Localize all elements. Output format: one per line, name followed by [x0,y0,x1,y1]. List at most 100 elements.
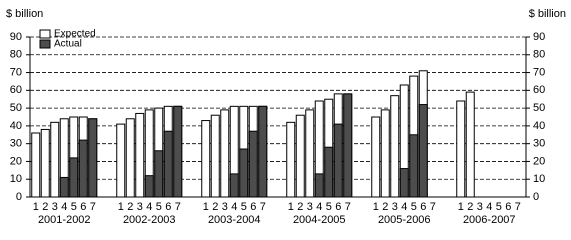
y-tick-label: 80 [10,49,22,61]
x-tick-label: 4 [401,201,407,213]
bar [456,100,466,198]
x-tick-label: 6 [250,201,256,213]
group-label: 2002-2003 [123,214,176,226]
bar [201,120,211,198]
bar [465,91,475,198]
x-tick-label: 7 [430,201,436,213]
x-tick-label: 6 [335,201,341,213]
x-tick-label: 1 [33,201,39,213]
bar [248,130,258,198]
x-tick-label: 4 [146,201,152,213]
y-tick-label: 10 [10,173,22,185]
x-tick-label: 1 [458,201,464,213]
bar [314,173,324,198]
x-tick-label: 2 [467,201,473,213]
group-label: 2003-2004 [208,214,261,226]
legend-label: Actual [54,39,82,50]
bar [116,123,126,198]
x-tick-label: 5 [326,201,332,213]
x-tick-label: 2 [212,201,218,213]
x-tick-label: 5 [496,201,502,213]
y-tick-label: 20 [10,155,22,167]
x-tick-label: 4 [486,201,492,213]
x-tick-label: 7 [90,201,96,213]
y2-tick-label: 0 [533,191,539,203]
bar [40,128,50,198]
x-tick-label: 1 [118,201,124,213]
x-tick-label: 3 [137,201,143,213]
bar [409,134,419,198]
y2-tick-label: 60 [533,84,545,96]
x-tick-label: 4 [231,201,237,213]
bar [324,146,334,198]
bar [210,114,220,198]
bar [390,95,400,198]
y2-tick-label: 10 [533,173,545,185]
group-label: 2001-2002 [38,214,91,226]
legend-swatch [39,29,51,39]
x-tick-label: 5 [156,201,162,213]
legend-label: Expected [54,29,96,40]
bar [399,168,409,198]
bar [154,150,164,198]
bar [305,109,315,198]
bar [333,123,343,198]
x-tick-label: 7 [175,201,181,213]
x-tick-label: 3 [52,201,58,213]
group-label: 2006-2007 [463,214,516,226]
x-tick-label: 3 [477,201,483,213]
x-tick-label: 5 [411,201,417,213]
x-tick-label: 3 [307,201,313,213]
y-tick-label: 50 [10,102,22,114]
y2-tick-label: 80 [533,49,545,61]
bar [371,116,381,198]
bar [69,157,79,198]
x-tick-label: 3 [392,201,398,213]
bar [88,118,98,198]
x-tick-label: 7 [260,201,266,213]
y-tick-label: 40 [10,120,22,132]
x-tick-label: 7 [345,201,351,213]
bar [418,104,428,198]
x-tick-label: 6 [505,201,511,213]
bar [295,114,305,198]
y-tick-label: 90 [10,31,22,43]
bar [78,139,88,198]
bar [220,109,230,198]
bar [125,118,135,198]
x-tick-label: 6 [420,201,426,213]
y-tick-label: 60 [10,84,22,96]
bar [286,121,296,198]
x-tick-label: 4 [61,201,67,213]
x-tick-label: 6 [80,201,86,213]
x-tick-label: 2 [297,201,303,213]
x-tick-label: 1 [203,201,209,213]
y-tick-label: 30 [10,138,22,150]
bar [229,173,239,198]
y2-axis-label: $ billion [529,8,566,20]
x-tick-label: 4 [316,201,322,213]
bar [239,148,249,198]
bar [135,112,145,198]
bar [163,130,173,198]
bar [50,121,60,198]
x-tick-label: 5 [71,201,77,213]
x-tick-label: 2 [382,201,388,213]
bar [59,176,69,198]
y2-tick-label: 20 [533,155,545,167]
bar [173,105,183,198]
y-tick-label: 0 [16,191,22,203]
y-tick-label: 70 [10,66,22,78]
group-label: 2004-2005 [293,214,346,226]
x-tick-label: 5 [241,201,247,213]
x-tick-label: 6 [165,201,171,213]
bar [31,132,41,198]
group-label: 2005-2006 [378,214,431,226]
x-tick-label: 2 [127,201,133,213]
x-tick-label: 1 [288,201,294,213]
y-axis-label: $ billion [6,8,43,20]
x-tick-label: 3 [222,201,228,213]
y2-tick-label: 40 [533,120,545,132]
y2-tick-label: 50 [533,102,545,114]
